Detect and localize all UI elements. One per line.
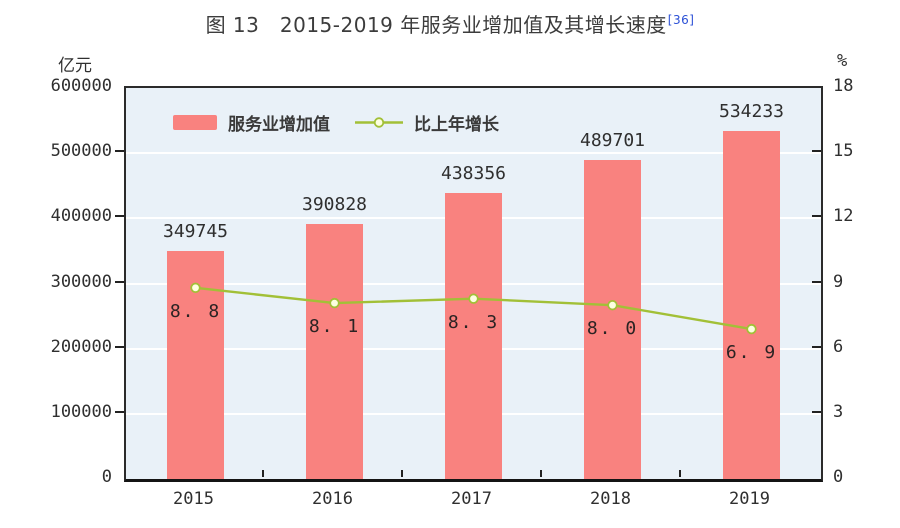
left-axis-tick-label: 600000 — [50, 76, 112, 96]
legend-line-label: 比上年增长 — [414, 115, 499, 135]
footnote-ref-link[interactable]: [36] — [667, 13, 695, 28]
bar-2019 — [723, 130, 780, 479]
right-axis-tick — [812, 150, 821, 153]
right-axis-tick — [812, 410, 821, 413]
plot-area: 349745 390828 438356 489701 534233 8. 8 8. 1 8… — [124, 86, 823, 482]
line-marker — [329, 297, 340, 309]
legend-bar-swatch — [173, 115, 217, 130]
x-axis-label-2016: 2016 — [312, 489, 353, 509]
left-axis-unit: 亿元 — [58, 56, 92, 76]
line-series — [190, 282, 757, 335]
legend: 服务业增加值 比上年增长 — [173, 110, 499, 135]
growth-value-label: 8. 3 — [447, 311, 500, 333]
bar-value-label: 534233 — [718, 100, 785, 122]
x-axis-tick — [262, 470, 264, 477]
bar-2016 — [306, 224, 363, 479]
line-marker — [607, 299, 618, 311]
x-axis-label-2019: 2019 — [729, 489, 770, 509]
bar-value-label: 349745 — [162, 221, 229, 243]
x-axis-label-2017: 2017 — [451, 489, 492, 509]
gridline — [126, 152, 821, 155]
right-axis-tick — [812, 215, 821, 218]
right-axis-tick-label: 6 — [833, 336, 844, 357]
legend-line-swatch — [355, 117, 403, 128]
right-axis-tick — [812, 280, 821, 283]
x-axis-label-2015: 2015 — [173, 489, 214, 509]
right-axis-tick-label: 12 — [833, 206, 854, 227]
legend-bar-label: 服务业增加值 — [228, 115, 330, 135]
line-marker — [746, 323, 757, 335]
right-axis-tick-label: 18 — [833, 76, 854, 96]
left-axis-tick — [115, 410, 124, 413]
x-axis-label-2018: 2018 — [590, 489, 631, 509]
left-axis-tick — [115, 215, 124, 218]
left-axis-tick-label: 500000 — [50, 141, 112, 162]
growth-value-label: 6. 9 — [725, 342, 778, 364]
x-axis-tick — [679, 470, 681, 477]
right-axis-tick — [812, 345, 821, 348]
growth-value-label: 8. 0 — [586, 318, 639, 340]
left-axis-tick-label: 100000 — [50, 401, 112, 422]
left-axis-tick — [115, 150, 124, 153]
x-axis-tick — [401, 470, 403, 477]
line-marker — [190, 282, 201, 294]
growth-value-label: 8. 8 — [169, 300, 222, 322]
x-axis-tick — [540, 470, 542, 477]
figure-title: 图 13 2015-2019 年服务业增加值及其增长速度[36] — [0, 9, 900, 38]
bar-2018 — [584, 159, 641, 479]
left-axis-tick-label: 0 — [101, 467, 112, 487]
right-axis-unit: % — [837, 51, 848, 71]
right-axis-tick-label: 9 — [833, 271, 844, 292]
left-axis-tick-label: 300000 — [50, 271, 112, 292]
right-axis-tick-label: 15 — [833, 141, 854, 162]
figure-title-text: 图 13 2015-2019 年服务业增加值及其增长速度 — [205, 13, 667, 37]
left-axis-tick-label: 400000 — [50, 206, 112, 227]
left-axis-tick — [115, 345, 124, 348]
bar-value-label: 438356 — [440, 163, 507, 185]
left-axis-tick-label: 200000 — [50, 336, 112, 357]
bar-value-label: 390828 — [301, 194, 368, 216]
right-axis-tick-label: 3 — [833, 401, 844, 422]
right-axis-tick-label: 0 — [833, 467, 844, 487]
line-marker — [468, 293, 479, 304]
bar-2017 — [445, 193, 502, 479]
left-axis-tick — [115, 280, 124, 283]
growth-value-label: 8. 1 — [308, 316, 361, 338]
bar-value-label: 489701 — [579, 129, 646, 151]
